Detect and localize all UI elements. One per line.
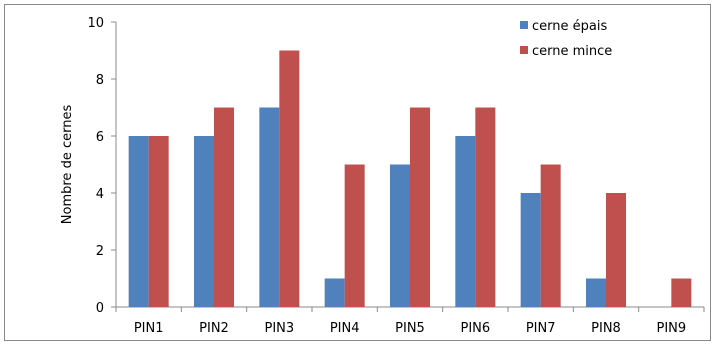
x-category-label: PIN7	[526, 321, 556, 336]
bar-cerne-mince	[671, 278, 692, 307]
bar-cerne-mince	[214, 107, 234, 307]
legend: cerne épais cerne mince	[520, 19, 612, 59]
bar-cerne-epais	[520, 193, 541, 307]
y-tick-label: 0	[96, 301, 104, 316]
bar-cerne-epais	[586, 278, 606, 307]
x-category-label: PIN2	[199, 321, 229, 336]
x-category-label: PIN9	[656, 321, 686, 336]
bar-cerne-mince	[606, 193, 626, 307]
bars	[128, 50, 692, 307]
legend-swatch	[520, 21, 528, 29]
x-category-label: PIN4	[330, 321, 360, 336]
bar-cerne-mince	[475, 107, 496, 307]
legend-swatch	[520, 46, 528, 54]
bar-cerne-epais	[390, 164, 410, 307]
legend-label: cerne épais	[532, 19, 607, 34]
y-axis-title: Nombre de cernes	[60, 105, 75, 225]
y-tick-label: 8	[96, 73, 104, 88]
y-tick-label: 2	[96, 244, 104, 259]
legend-label: cerne mince	[532, 44, 612, 59]
y-tick-label: 4	[96, 187, 104, 202]
x-category-label: PIN3	[264, 321, 294, 336]
y-tick-label: 10	[87, 16, 104, 31]
bar-cerne-mince	[540, 164, 561, 307]
bar-cerne-epais	[259, 107, 280, 307]
x-category-label: PIN8	[591, 321, 621, 336]
bar-cerne-epais	[324, 278, 345, 307]
bar-cerne-mince	[410, 107, 430, 307]
x-category-label: PIN6	[460, 321, 490, 336]
x-category-label: PIN1	[134, 321, 164, 336]
y-ticks: 0 2 4 6 8 10	[87, 16, 116, 316]
bar-cerne-mince	[148, 136, 169, 307]
y-tick-label: 6	[96, 130, 104, 145]
x-ticks: PIN1 PIN2 PIN3 PIN4 PIN5 PIN6 PIN7 PIN8 PIN9	[115, 307, 705, 336]
bar-cerne-epais	[455, 136, 476, 307]
bar-cerne-mince	[344, 164, 365, 307]
bar-cerne-epais	[194, 136, 214, 307]
x-category-label: PIN5	[395, 321, 425, 336]
bar-cerne-epais	[128, 136, 149, 307]
bar-cerne-mince	[279, 50, 300, 307]
